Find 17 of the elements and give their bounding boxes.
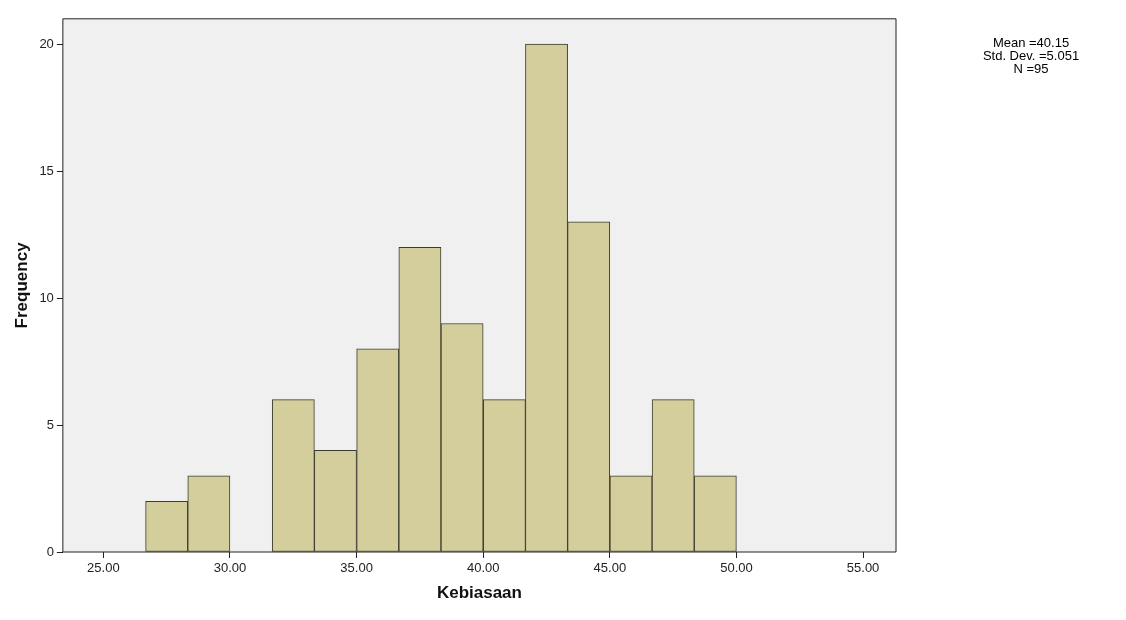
y-tick-label: 20 (39, 35, 54, 51)
x-tick-label: 35.00 (340, 560, 373, 576)
x-tick-label: 40.00 (466, 560, 500, 576)
x-tick-label: 25.00 (87, 560, 120, 576)
x-tick-label: 45.00 (593, 560, 627, 576)
x-axis-title: Kebiasaan (436, 583, 522, 603)
text: Mean =40.15 (992, 34, 1070, 50)
y-axis-title: Frequency (11, 241, 31, 329)
y-tick-label: 5 (46, 416, 54, 432)
x-tick-label: 50.00 (720, 560, 753, 576)
x-tick-label: 30.00 (213, 560, 247, 576)
y-tick-label: 10 (39, 289, 54, 305)
x-tick-label: 55.00 (846, 560, 880, 576)
y-tick-label: 0 (46, 543, 54, 559)
text: Std. Dev. =5.051 (982, 47, 1080, 63)
text: N =95 (1013, 60, 1049, 76)
y-tick-label: 15 (39, 162, 54, 178)
